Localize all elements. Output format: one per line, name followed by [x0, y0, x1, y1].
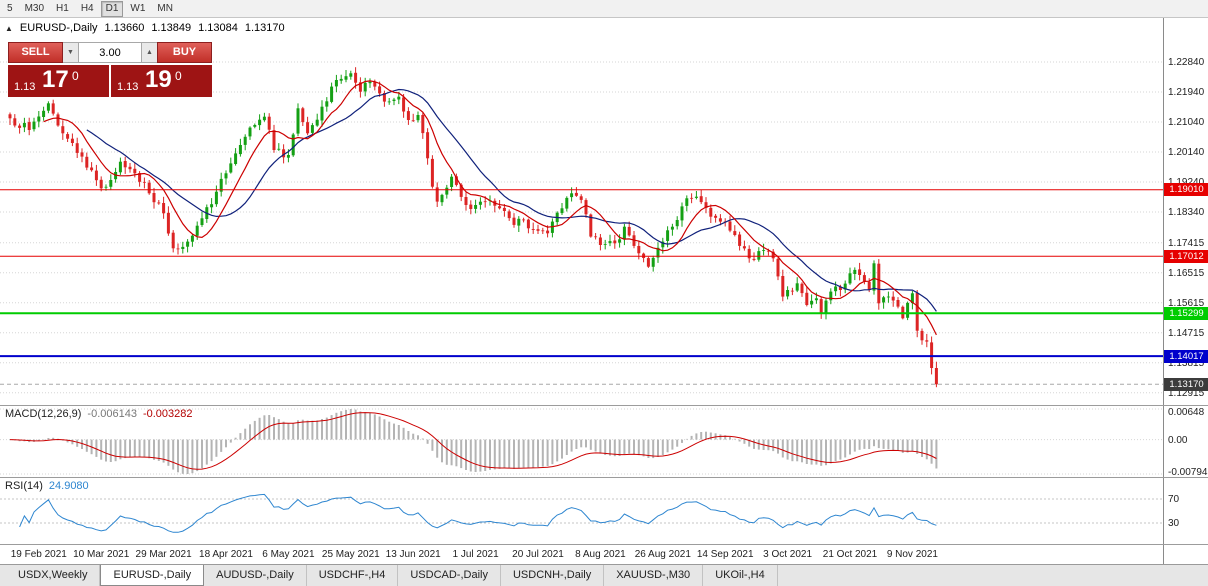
chart-tab-xauusd-m30[interactable]: XAUUSD-,M30	[604, 565, 704, 586]
price-level-tag: 1.17012	[1164, 249, 1208, 263]
date-axis-label: 21 Oct 2021	[822, 549, 878, 560]
ma-slow-line	[86, 88, 937, 312]
volume-down-icon[interactable]: ▼	[63, 42, 78, 63]
timeframe-toolbar: 5 M30 H1 H4 D1 W1 MN	[0, 0, 1208, 18]
chart-tab-audusd-daily[interactable]: AUDUSD-,Daily	[204, 565, 307, 586]
price-axis-label: 1.20140	[1168, 146, 1205, 158]
macd-axis-label: 0.00648	[1168, 407, 1205, 418]
rsi-axis-label: 70	[1168, 494, 1180, 505]
sell-button[interactable]: SELL	[8, 42, 63, 63]
price-level-tag: 1.19010	[1164, 183, 1208, 197]
date-axis-label: 18 Apr 2021	[199, 549, 253, 560]
rsi-name: RSI(14)	[5, 480, 43, 492]
date-axis-label: 14 Sep 2021	[696, 549, 754, 560]
ohlc-open: 1.13660	[104, 22, 145, 34]
current-price-tag: 1.13170	[1164, 377, 1208, 391]
macd-signal-line	[9, 412, 937, 470]
date-axis-label: 29 Mar 2021	[135, 549, 192, 560]
ohlc-close: 1.13170	[244, 22, 285, 34]
price-axis-label: 1.14715	[1168, 327, 1205, 339]
one-click-trading-widget: SELL ▼ ▲ BUY 1.13 17 0 1.13 19 0	[8, 42, 214, 97]
macd-axis-label: 0.00	[1168, 434, 1188, 446]
bid-big-figure: 1.13	[14, 81, 36, 93]
price-axis-label: 1.17415	[1168, 237, 1205, 249]
ma-fast-line	[43, 80, 937, 336]
timeframe-button-h4[interactable]: H4	[80, 2, 94, 14]
date-axis-label: 3 Oct 2021	[763, 549, 813, 560]
volume-input[interactable]	[78, 42, 142, 63]
ask-big-figure: 1.13	[117, 81, 139, 93]
timeframe-button-d1[interactable]: D1	[100, 0, 124, 17]
bid-pips: 17	[42, 66, 69, 93]
price-axis-label: 1.18340	[1168, 206, 1205, 218]
volume-up-icon[interactable]: ▲	[142, 42, 157, 63]
chart-tab-eurusd-daily[interactable]: EURUSD-,Daily	[100, 565, 205, 586]
ask-point: 0	[175, 69, 182, 83]
collapse-chart-icon[interactable]: ▲	[5, 23, 13, 33]
bid-point: 0	[72, 69, 79, 83]
pane-separator	[0, 544, 1208, 545]
chart-tab-usdx-weekly[interactable]: USDX,Weekly	[6, 565, 101, 586]
price-axis-label: 1.19240	[1168, 177, 1204, 188]
chart-tabs: USDX,Weekly EURUSD-,Daily AUDUSD-,Daily USD…	[0, 564, 1208, 586]
price-axis-label: 1.12915	[1168, 387, 1205, 399]
chart-canvas[interactable]	[0, 18, 1163, 544]
price-level-tag: 1.15299	[1164, 306, 1208, 320]
price-axis-label: 1.21940	[1168, 86, 1205, 98]
price-axis-label: 1.16515	[1168, 267, 1205, 279]
price-level-tag: 1.14017	[1164, 349, 1208, 363]
timeframe-button-w1[interactable]: W1	[130, 2, 146, 14]
symbol-title: EURUSD-,Daily	[19, 22, 98, 34]
timeframe-button-mn[interactable]: MN	[157, 2, 173, 14]
date-axis-label: 26 Aug 2021	[634, 549, 691, 560]
timeframe-button-h1[interactable]: H1	[56, 2, 69, 14]
macd-axis-label: -0.00794	[1168, 467, 1208, 478]
chart-tab-usdcad-daily[interactable]: USDCAD-,Daily	[398, 565, 501, 586]
date-axis-label: 8 Aug 2021	[575, 549, 626, 560]
ohlc-header: ▲ EURUSD-,Daily 1.13660 1.13849 1.13084 …	[5, 22, 285, 34]
macd-signal-value: -0.003282	[142, 408, 193, 420]
rsi-value: 24.9080	[48, 480, 89, 492]
buy-button[interactable]: BUY	[157, 42, 212, 63]
bid-price-tile[interactable]: 1.13 17 0	[8, 65, 109, 97]
rsi-axis-label: 30	[1168, 518, 1180, 529]
timeframe-button-5[interactable]: 5	[7, 2, 13, 14]
macd-main-value: -0.006143	[87, 408, 137, 420]
ohlc-low: 1.13084	[198, 22, 238, 34]
timeframe-button-m30[interactable]: M30	[24, 2, 45, 14]
macd-indicator-label: MACD(12,26,9) -0.006143 -0.003282	[5, 408, 193, 420]
date-axis-label: 19 Feb 2021	[10, 549, 67, 560]
candlesticks	[8, 67, 938, 388]
pane-separator[interactable]	[0, 405, 1208, 406]
date-axis-label: 1 Jul 2021	[452, 549, 499, 560]
price-axis-label: 1.22840	[1168, 57, 1205, 68]
ask-pips: 19	[145, 66, 172, 93]
date-axis: 19 Feb 2021 10 Mar 2021 29 Mar 2021 18 Apr …	[0, 544, 1163, 564]
price-axis: 1.22840 1.21940 1.21040 1.20140 1.19240 1.183…	[1163, 18, 1208, 564]
price-axis-label: 1.13815	[1168, 357, 1205, 369]
pane-separator[interactable]	[0, 477, 1208, 478]
ask-price-tile[interactable]: 1.13 19 0	[111, 65, 212, 97]
price-axis-label: 1.21040	[1168, 116, 1205, 128]
date-axis-label: 13 Jun 2021	[385, 549, 441, 560]
rsi-line	[19, 493, 937, 533]
chart-tab-usdcnh-daily[interactable]: USDCNH-,Daily	[501, 565, 605, 586]
rsi-indicator-label: RSI(14) 24.9080	[5, 480, 89, 492]
price-axis-label: 1.15615	[1168, 297, 1205, 309]
date-axis-label: 25 May 2021	[321, 549, 380, 560]
chart-area: ▲ EURUSD-,Daily 1.13660 1.13849 1.13084 …	[0, 18, 1208, 564]
chart-tab-usdchf-h4[interactable]: USDCHF-,H4	[307, 565, 399, 586]
macd-histogram	[9, 409, 938, 474]
date-axis-label: 10 Mar 2021	[73, 549, 130, 560]
macd-name: MACD(12,26,9)	[5, 408, 82, 420]
ohlc-high: 1.13849	[151, 22, 192, 34]
date-axis-label: 9 Nov 2021	[886, 549, 938, 560]
date-axis-label: 20 Jul 2021	[512, 549, 564, 560]
date-axis-label: 6 May 2021	[262, 549, 315, 560]
chart-tab-ukoil-h4[interactable]: UKOil-,H4	[703, 565, 778, 586]
